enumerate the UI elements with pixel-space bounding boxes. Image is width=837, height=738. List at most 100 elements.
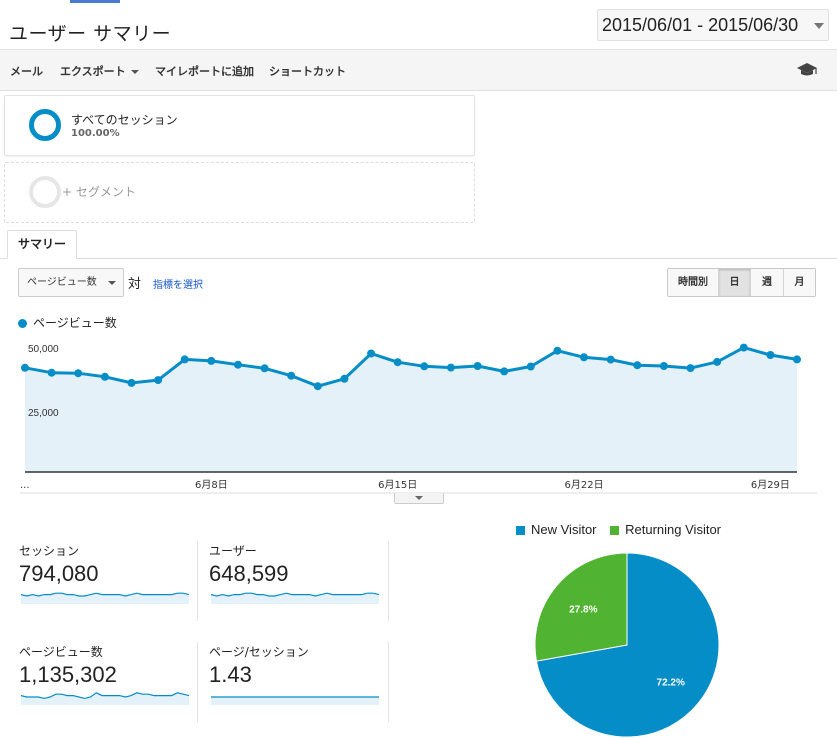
granularity-hourly-button[interactable]: 時間別 [668, 269, 718, 296]
users-sparkline [211, 592, 379, 604]
scorecard-divider [197, 541, 198, 621]
segment-percent: 100.00% [71, 128, 120, 139]
scorecard-label: ユーザー [209, 544, 257, 558]
granularity-day-button[interactable]: 日 [718, 269, 750, 296]
add-segment-label: + セグメント [62, 185, 136, 199]
data-point [713, 357, 722, 366]
tab-divider [0, 258, 837, 259]
legend-returning-visitor: Returning Visitor [625, 522, 722, 537]
pie-slice-new-visitor [535, 552, 720, 738]
sparkline-line [21, 692, 189, 700]
metric-select-value: ページビュー数 [27, 277, 97, 288]
data-point [473, 362, 482, 370]
sessions-sparkline [21, 592, 189, 604]
data-point [739, 343, 748, 352]
legend-swatch-returning [610, 526, 620, 536]
pie-slice-returning-visitor [534, 552, 628, 662]
data-point [553, 346, 562, 355]
scorecard-pageviews[interactable]: ページビュー数 1,135,302 [19, 643, 189, 725]
data-point [260, 364, 269, 373]
scorecard-label: ページ/セッション [209, 645, 309, 659]
add-segment-slot[interactable]: + セグメント [4, 162, 475, 223]
choose-metric-link[interactable]: 指標を選択 [153, 280, 203, 291]
sparkline-line [21, 592, 189, 597]
y-tick-label: 25,000 [28, 408, 59, 419]
pie-slice-label: 72.2% [657, 678, 685, 689]
scorecard-divider [197, 642, 198, 722]
pie-legend: New Visitor Returning Visitor [516, 522, 721, 537]
chevron-down-icon [415, 496, 423, 500]
chevron-down-icon [130, 70, 139, 74]
graduation-cap-icon[interactable] [796, 62, 818, 78]
mail-button[interactable]: メール [10, 65, 43, 78]
scorecard-users[interactable]: ユーザー 648,599 [209, 542, 379, 624]
segment-ring-icon [29, 109, 61, 141]
data-point [21, 363, 29, 372]
x-tick-label: 6月15日 [378, 479, 417, 491]
scorecard-value: 648,599 [209, 561, 289, 586]
scorecard-label: ページビュー数 [19, 645, 103, 659]
export-label: エクスポート [60, 65, 126, 78]
x-tick-label: 6月8日 [195, 479, 228, 491]
data-point [633, 361, 642, 370]
scorecard-divider [388, 541, 389, 621]
pageviews-sparkline [21, 692, 189, 705]
metric-select[interactable]: ページビュー数 [18, 268, 124, 297]
page-title: ユーザー サマリー [9, 23, 172, 45]
data-point [154, 376, 163, 385]
data-point [766, 351, 775, 359]
scorecard-value: 1,135,302 [19, 662, 117, 687]
legend-new-visitor: New Visitor [531, 522, 597, 537]
x-tick-label: 6月29日 [751, 479, 790, 491]
data-point [287, 371, 296, 380]
report-toolbar: メール エクスポート マイレポートに追加 ショートカット [0, 50, 837, 91]
series-area [25, 347, 797, 472]
scorecard-value: 794,080 [19, 561, 99, 586]
sparkline-area [211, 697, 379, 705]
scorecard-pages-per-session[interactable]: ページ/セッション 1.43 [209, 643, 379, 725]
tab-summary[interactable]: サマリー [7, 230, 77, 259]
scorecard-value: 1.43 [209, 662, 252, 687]
legend-swatch-new [516, 526, 525, 536]
scorecard-sessions[interactable]: セッション 794,080 [19, 542, 189, 624]
data-point [526, 362, 535, 371]
date-range-label: 2015/06/01 - 2015/06/30 [602, 15, 799, 35]
series-line [24, 346, 798, 388]
data-point [127, 378, 136, 387]
data-point [686, 364, 695, 373]
x-tick-label: 6月22日 [564, 479, 603, 491]
pageviews-line-chart: 50,000 25,000... 6月8日 6月15日 6月22日 6月29日 [20, 343, 817, 494]
pages-per-session-sparkline [211, 696, 379, 705]
chart-legend-label: ページビュー数 [33, 316, 117, 330]
add-to-dashboard-button[interactable]: マイレポートに追加 [155, 65, 254, 78]
data-point [340, 374, 349, 383]
sparkline-area [211, 593, 379, 604]
granularity-month-button[interactable]: 月 [783, 269, 815, 296]
date-range-picker[interactable]: 2015/06/01 - 2015/06/30 [597, 9, 829, 41]
chart-collapse-handle[interactable] [394, 493, 444, 504]
granularity-toggle: 時間別 日 週 月 [667, 268, 816, 297]
data-point [207, 356, 216, 365]
data-point [47, 368, 56, 377]
segment-all-sessions[interactable]: すべてのセッション 100.00% [4, 95, 475, 156]
data-point [393, 358, 402, 367]
data-point [234, 360, 242, 369]
pie-slice-label: 27.8% [569, 604, 597, 615]
data-point [793, 355, 801, 364]
sparkline-line [211, 592, 379, 597]
data-point [100, 372, 109, 381]
export-button[interactable]: エクスポート [60, 63, 139, 79]
data-point [180, 355, 189, 364]
empty-segment-ring-icon [29, 176, 61, 208]
data-point [313, 382, 322, 391]
chevron-down-icon [814, 23, 824, 29]
chevron-down-icon [108, 281, 116, 285]
segment-name: すべてのセッション [71, 113, 178, 127]
shortcut-button[interactable]: ショートカット [269, 65, 346, 78]
data-point [367, 349, 376, 358]
scorecard-divider [388, 642, 389, 722]
legend-dot-icon [18, 319, 27, 328]
granularity-week-button[interactable]: 週 [750, 269, 783, 296]
y-tick-label: 50,000 [28, 344, 59, 355]
